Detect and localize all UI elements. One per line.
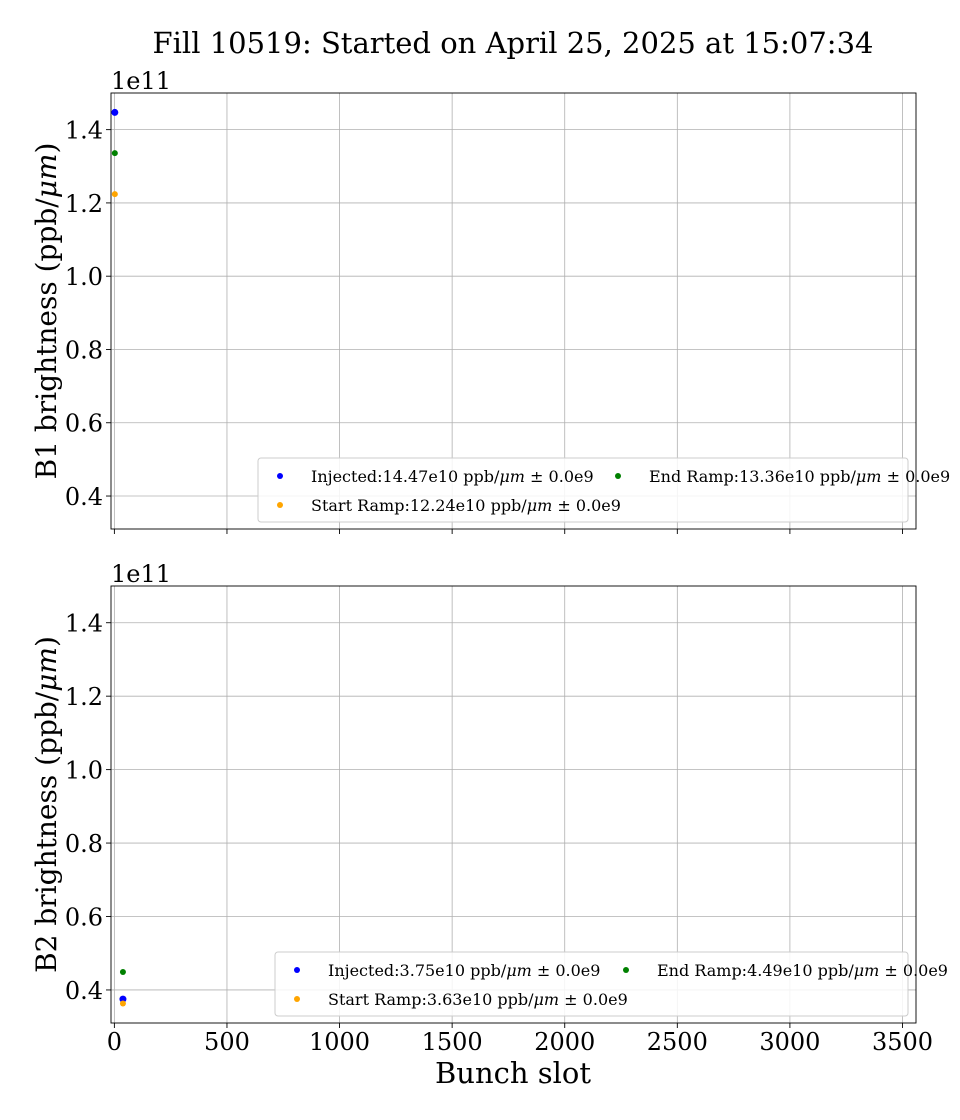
y-tick-label: 1.4 — [65, 610, 103, 638]
x-axis-label: Bunch slot — [435, 1056, 591, 1090]
legend-marker — [277, 473, 283, 479]
y-tick-label: 1.2 — [65, 683, 103, 711]
y-tick-label: 0.4 — [65, 483, 103, 511]
data-point-injected — [111, 108, 119, 116]
y-tick-label: 0.4 — [65, 977, 103, 1005]
y-tick-label: 0.8 — [65, 830, 103, 858]
legend-marker — [294, 967, 300, 973]
y-axis-label: B2 brightness (ppb/μm) — [30, 636, 63, 973]
y-tick-label: 0.6 — [65, 410, 103, 438]
y-tick-label: 1.0 — [65, 757, 103, 785]
x-tick-label: 2500 — [647, 1028, 708, 1056]
x-tick-label: 3000 — [759, 1028, 820, 1056]
y-tick-label: 0.6 — [65, 904, 103, 932]
data-point-end-ramp — [111, 150, 118, 157]
legend-marker — [623, 967, 629, 973]
y-axis-label: B1 brightness (ppb/μm) — [30, 143, 63, 480]
y-offset-label: 1e11 — [111, 560, 171, 588]
legend: Injected:14.47e10 ppb/μm ± 0.0e9 Start Ra… — [257, 457, 950, 523]
data-point-start-ramp — [111, 191, 118, 198]
legend-entry: Start Ramp:3.63e10 ppb/μm ± 0.0e9 — [328, 990, 628, 1009]
legend-entry: Start Ramp:12.24e10 ppb/μm ± 0.0e9 — [311, 496, 621, 515]
x-tick-label: 2000 — [534, 1028, 595, 1056]
x-tick-label: 3500 — [872, 1028, 933, 1056]
legend-marker — [294, 996, 300, 1002]
x-tick-label: 1000 — [309, 1028, 370, 1056]
legend-marker — [277, 502, 283, 508]
legend-marker — [615, 473, 621, 479]
data-point-start-ramp — [119, 1000, 126, 1007]
legend-box — [257, 457, 909, 523]
x-tick-label: 0 — [107, 1028, 122, 1056]
y-tick-label: 1.2 — [65, 190, 103, 218]
legend-entry: End Ramp:4.49e10 ppb/μm ± 0.0e9 — [657, 961, 948, 980]
legend-entry: Injected:3.75e10 ppb/μm ± 0.0e9 — [328, 961, 600, 980]
axes-frame — [110, 92, 917, 530]
axes-frame — [110, 585, 917, 1024]
data-point-injected — [119, 995, 127, 1003]
y-tick-label: 1.0 — [65, 263, 103, 291]
panel-1: 0.4 0.6 0.8 1.0 1.2 1.4 1e11 B1 brightness (ppb… — [30, 67, 950, 534]
legend-entry: Injected:14.47e10 ppb/μm ± 0.0e9 — [311, 467, 594, 486]
y-offset-label: 1e11 — [111, 67, 171, 95]
legend: Injected:3.75e10 ppb/μm ± 0.0e9 Start Ram… — [274, 951, 948, 1017]
legend-box — [274, 951, 909, 1017]
panel-2: 0 500 1000 1500 2000 2500 3000 3500 0.4 0.6 0.8 1.0… — [30, 560, 948, 1056]
figure-title: Fill 10519: Started on April 25, 2025 at… — [153, 26, 874, 60]
x-tick-label: 500 — [204, 1028, 250, 1056]
y-tick-label: 0.8 — [65, 336, 103, 364]
x-tick-label: 1500 — [422, 1028, 483, 1056]
legend-entry: End Ramp:13.36e10 ppb/μm ± 0.0e9 — [649, 467, 950, 486]
y-tick-label: 1.4 — [65, 117, 103, 145]
data-point-end-ramp — [119, 968, 126, 975]
